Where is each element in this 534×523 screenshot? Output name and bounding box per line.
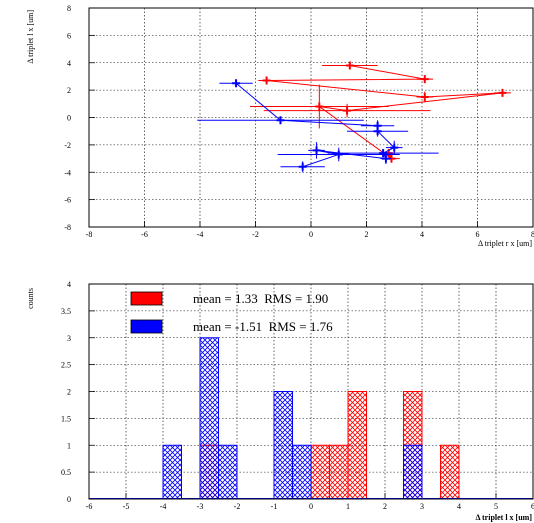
- scatter-series-line: [235, 82, 396, 168]
- histogram-frame: [88, 283, 534, 500]
- scatter-y-tick-label: 0: [67, 114, 71, 123]
- scatter-x-tick-label: 2: [365, 230, 369, 239]
- histogram-bar: [329, 444, 349, 500]
- scatter-point-marker: [390, 143, 399, 152]
- histogram-x-tick-label: 4: [457, 502, 461, 511]
- scatter-series: [197, 61, 511, 173]
- histogram-y-tick-labels: 0 0.5 1 1.5 2 2.5 3 3.5 4: [61, 280, 71, 504]
- scatter-x-tick-label: 8: [531, 230, 534, 239]
- scatter-point-marker: [381, 154, 390, 163]
- scatter-y-tick-label: -8: [64, 223, 71, 232]
- histogram-x-tick-label: -2: [234, 502, 241, 511]
- histogram-bar: [218, 444, 238, 500]
- scatter-x-tick-label: 0: [309, 230, 313, 239]
- histogram-x-tick-label: 0: [309, 502, 313, 511]
- scatter-x-tick-label: 4: [420, 230, 424, 239]
- histogram-x-tick-label: 2: [383, 502, 387, 511]
- legend-item-blue: mean = -1.51 RMS = 1.76: [130, 319, 333, 334]
- histogram-x-tick-labels: -6 -5 -4 -3 -2 -1 0 1 2 3 4 5 6: [86, 502, 534, 511]
- scatter-point-marker: [334, 150, 343, 159]
- scatter-x-tick-label: -4: [197, 230, 204, 239]
- histogram-x-tick-label: -3: [197, 502, 204, 511]
- histogram-y-tick-label: 1: [67, 441, 71, 450]
- histogram-bar: [273, 391, 293, 500]
- scatter-point-marker: [315, 102, 324, 111]
- scatter-y-tick-label: 4: [67, 59, 71, 68]
- histogram-y-tick-label: 0.5: [61, 468, 71, 477]
- scatter-y-tick-label: -2: [64, 141, 71, 150]
- scatter-x-tick-label: -2: [252, 230, 259, 239]
- histogram-bar: [310, 444, 330, 500]
- scatter-panel: -8 -6 -4 -2 0 2 4 6 8 -8 -6 -4 -2 0 2 4 6 8 Δ triplet r …: [26, 4, 534, 248]
- scatter-point-marker: [420, 75, 429, 84]
- histogram-bar: [199, 337, 219, 500]
- histogram-bar: [403, 444, 423, 500]
- histogram-y-tick-label: 1.5: [61, 414, 71, 423]
- scatter-point-marker: [298, 162, 307, 171]
- scatter-point-marker: [276, 116, 285, 125]
- histogram-bar: [440, 444, 460, 500]
- scatter-point-marker: [498, 88, 507, 97]
- histogram-x-tick-label: -4: [160, 502, 167, 511]
- scatter-y-tick-label: 6: [67, 31, 71, 40]
- scatter-x-tick-labels: -8 -6 -4 -2 0 2 4 6 8: [86, 230, 534, 239]
- scatter-point-marker: [373, 127, 382, 136]
- histogram-x-tick-label: 3: [420, 502, 424, 511]
- scatter-y-axis-title: Δ triplet l x [um]: [26, 10, 35, 64]
- legend-label-red: mean = 1.33 RMS = 1.90: [193, 291, 328, 306]
- scatter-y-tick-label: -6: [64, 196, 71, 205]
- histogram-x-axis-title: Δ triplet l x [um]: [475, 513, 532, 522]
- scatter-point-marker: [232, 79, 241, 88]
- histogram-y-axis-title: counts: [26, 288, 35, 309]
- legend-swatch-red: [130, 291, 163, 306]
- histogram-y-tick-label: 3: [67, 334, 71, 343]
- histogram-x-tick-label: -1: [271, 502, 278, 511]
- scatter-frame: [88, 7, 534, 228]
- scatter-point-marker: [312, 146, 321, 155]
- histogram-x-tick-label: -6: [86, 502, 93, 511]
- scatter-grid: [88, 7, 534, 228]
- scatter-y-tick-label: 8: [67, 4, 71, 13]
- histogram-panel: -6 -5 -4 -3 -2 -1 0 1 2 3 4 5 6 0 0.5 1 1.5 2 2.5 3 3.5 4 me…: [26, 280, 534, 522]
- scatter-point-marker: [345, 61, 354, 70]
- scatter-series-1: [197, 79, 439, 173]
- histogram-y-tick-label: 2: [67, 388, 71, 397]
- scatter-y-tick-labels: -8 -6 -4 -2 0 2 4 6 8: [64, 4, 71, 232]
- scatter-x-tick-label: -6: [141, 230, 148, 239]
- scatter-point-marker: [343, 106, 352, 115]
- scatter-y-tick-label: -4: [64, 168, 71, 177]
- scatter-series-0: [249, 61, 511, 163]
- histogram-bar: [162, 444, 182, 500]
- histogram-x-tick-label: -5: [123, 502, 130, 511]
- scatter-x-tick-label: -8: [86, 230, 93, 239]
- histogram-x-tick-label: 1: [346, 502, 350, 511]
- scatter-point-marker: [262, 76, 271, 85]
- histogram-y-tick-label: 4: [67, 280, 71, 289]
- scatter-x-axis-title: Δ triplet r x [um]: [478, 239, 532, 248]
- scatter-x-tick-label: 6: [476, 230, 480, 239]
- histogram-y-tick-label: 0: [67, 495, 71, 504]
- histogram-x-tick-label: 6: [531, 502, 534, 511]
- scatter-point-marker: [420, 92, 429, 101]
- histogram-y-tick-label: 2.5: [61, 361, 71, 370]
- legend-label-blue: mean = -1.51 RMS = 1.76: [193, 319, 333, 334]
- histogram-bar: [292, 444, 312, 500]
- histogram-y-tick-label: 3.5: [61, 307, 71, 316]
- histogram-legend: mean = 1.33 RMS = 1.90 mean = -1.51 RMS …: [130, 291, 333, 334]
- legend-item-red: mean = 1.33 RMS = 1.90: [130, 291, 328, 306]
- scatter-point-marker: [379, 149, 388, 158]
- scatter-y-tick-label: 2: [67, 86, 71, 95]
- histogram-x-tick-label: 5: [494, 502, 498, 511]
- legend-swatch-blue: [130, 319, 163, 334]
- histogram-bar: [347, 391, 367, 500]
